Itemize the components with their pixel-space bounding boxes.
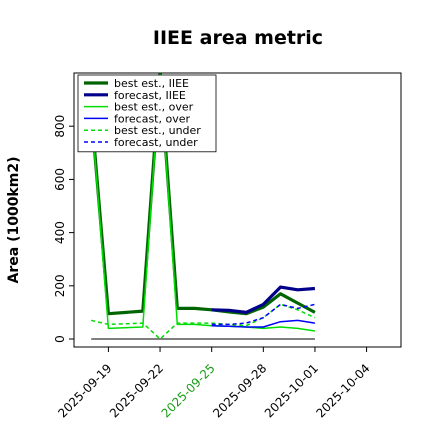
plot-frame (73, 72, 402, 348)
x-tick-label: 2025-09-25 (159, 361, 218, 420)
series-line-5 (91, 303, 316, 340)
x-tick-label: 2025-09-19 (55, 361, 114, 420)
plot-area (89, 73, 316, 340)
legend-label: forecast, over (114, 112, 190, 125)
x-tick-label: 2025-10-01 (262, 361, 321, 420)
series-group (89, 73, 316, 340)
legend-label: best est., over (114, 101, 194, 114)
legend-label: best est., IIEE (114, 77, 189, 90)
series-line-6 (211, 303, 316, 326)
x-tick-label: 2025-10-04 (313, 361, 372, 420)
x-tick-label: 2025-09-28 (210, 361, 269, 420)
series-line-4 (211, 319, 316, 328)
legend-label: forecast, under (114, 136, 198, 149)
y-tick-label: 400 (53, 221, 67, 244)
y-tick-label: 200 (53, 274, 67, 297)
y-axis-label: Area (1000km2) (6, 157, 22, 284)
legend-label: best est., under (114, 124, 201, 137)
legend-label: forecast, IIEE (114, 89, 186, 102)
x-tick-label: 2025-09-22 (107, 361, 166, 420)
legend-box (77, 74, 217, 153)
y-tick-label: 600 (53, 168, 67, 191)
series-line-2 (211, 285, 316, 314)
chart-title: IIEE area metric (153, 27, 323, 49)
y-tick-label: 800 (53, 115, 67, 138)
y-tick-label: 0 (53, 335, 67, 343)
